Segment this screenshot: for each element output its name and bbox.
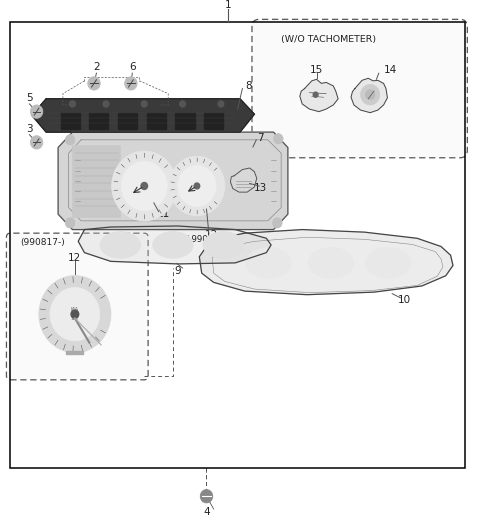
Text: 3: 3: [26, 124, 33, 134]
Polygon shape: [58, 132, 288, 229]
FancyBboxPatch shape: [6, 233, 148, 380]
Text: 6: 6: [129, 62, 136, 72]
Circle shape: [65, 135, 75, 145]
Polygon shape: [230, 168, 257, 192]
Ellipse shape: [100, 231, 141, 258]
Circle shape: [70, 101, 75, 107]
Text: 10: 10: [397, 295, 411, 305]
Bar: [72, 145, 120, 217]
FancyBboxPatch shape: [252, 19, 468, 158]
Ellipse shape: [203, 231, 243, 258]
Text: 14: 14: [384, 65, 397, 75]
Ellipse shape: [153, 231, 193, 258]
Circle shape: [313, 92, 318, 97]
Circle shape: [169, 156, 225, 216]
Circle shape: [200, 489, 213, 503]
Text: (-990817): (-990817): [185, 236, 228, 244]
Text: 8: 8: [245, 82, 252, 92]
Ellipse shape: [308, 248, 354, 278]
Ellipse shape: [246, 248, 291, 278]
Circle shape: [273, 218, 282, 228]
Bar: [175, 113, 194, 128]
Circle shape: [194, 183, 200, 189]
Polygon shape: [199, 229, 453, 295]
Polygon shape: [32, 99, 254, 132]
Circle shape: [39, 276, 111, 353]
Text: 9: 9: [174, 266, 181, 276]
Text: 4: 4: [203, 506, 210, 516]
Circle shape: [71, 310, 79, 318]
Text: 7: 7: [257, 133, 264, 144]
Circle shape: [30, 136, 43, 149]
Text: 12: 12: [204, 230, 218, 240]
Circle shape: [218, 101, 224, 107]
Ellipse shape: [366, 248, 411, 278]
Bar: [204, 113, 223, 128]
Circle shape: [365, 89, 375, 100]
Circle shape: [103, 101, 109, 107]
Circle shape: [274, 134, 283, 144]
Circle shape: [50, 288, 100, 341]
Text: 5: 5: [26, 93, 33, 103]
Circle shape: [88, 77, 100, 90]
Polygon shape: [66, 351, 84, 354]
Circle shape: [30, 105, 43, 118]
Bar: [10, 22, 465, 468]
Polygon shape: [351, 79, 387, 113]
Text: 2: 2: [93, 62, 100, 72]
Text: (990817-): (990817-): [20, 238, 65, 247]
Text: 15: 15: [310, 65, 323, 75]
Circle shape: [180, 101, 185, 107]
Text: KIA: KIA: [71, 307, 79, 311]
Polygon shape: [300, 80, 338, 112]
Text: 1: 1: [225, 1, 231, 10]
Circle shape: [141, 183, 147, 189]
Bar: [89, 113, 108, 128]
Circle shape: [360, 84, 380, 105]
Text: 11: 11: [157, 209, 170, 219]
Circle shape: [142, 101, 147, 107]
Text: 12: 12: [68, 253, 82, 263]
Circle shape: [125, 77, 137, 90]
Text: 120: 120: [71, 317, 79, 321]
Bar: [147, 113, 166, 128]
Bar: [60, 113, 80, 128]
Text: 13: 13: [254, 183, 267, 192]
Polygon shape: [78, 226, 271, 264]
Circle shape: [65, 218, 75, 228]
Bar: [118, 113, 137, 128]
Circle shape: [178, 165, 216, 206]
Circle shape: [112, 151, 177, 221]
Text: (W/O TACHOMETER): (W/O TACHOMETER): [281, 35, 376, 44]
Circle shape: [121, 161, 167, 211]
